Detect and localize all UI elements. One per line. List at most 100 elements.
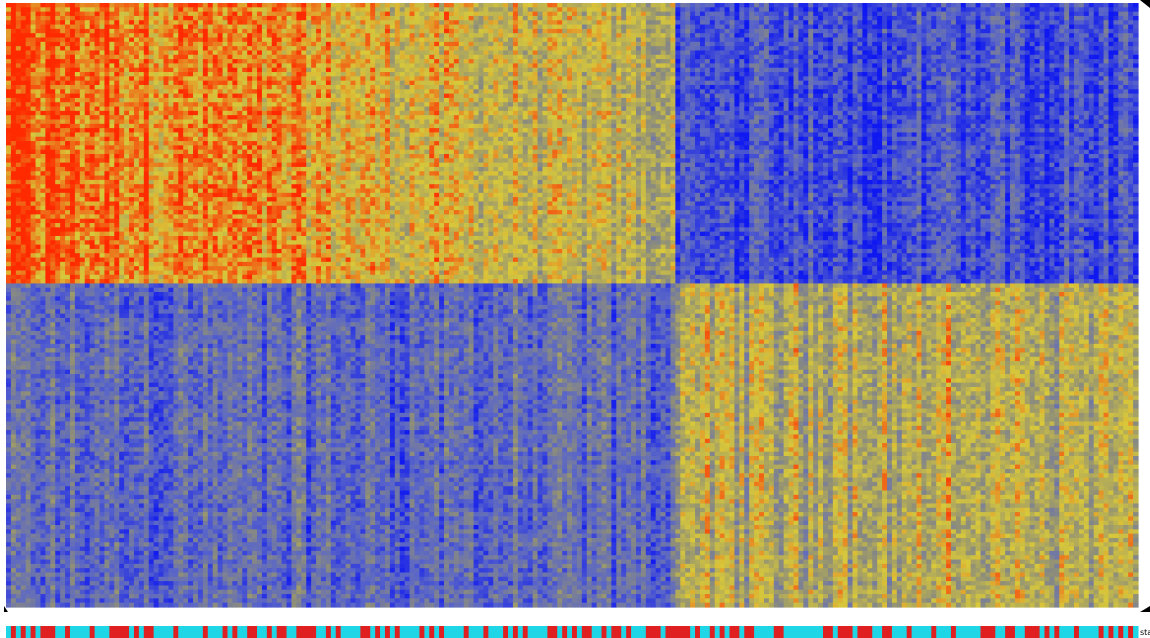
heatmap-cell xyxy=(89,93,96,99)
heatmap-cell xyxy=(827,89,834,95)
heatmap-cell xyxy=(320,76,327,82)
heatmap-cell xyxy=(754,41,760,47)
heatmap-cell xyxy=(173,72,179,77)
heatmap-cell xyxy=(778,33,785,39)
heatmap-cell xyxy=(616,24,622,30)
heatmap-cell xyxy=(882,33,888,39)
heatmap-cell xyxy=(212,3,219,8)
heatmap-cell xyxy=(576,54,583,60)
heatmap-cell xyxy=(375,33,381,39)
heatmap-cell xyxy=(1113,46,1119,52)
heatmap-cell xyxy=(74,33,81,39)
heatmap-cell xyxy=(975,50,982,56)
heatmap-cell xyxy=(768,24,775,30)
heatmap-cell xyxy=(798,46,804,52)
heatmap-cell xyxy=(261,54,268,60)
heatmap-cell xyxy=(424,46,430,52)
heatmap-cell xyxy=(25,54,32,60)
heatmap-cell xyxy=(242,50,248,56)
heatmap-cell xyxy=(783,46,790,52)
heatmap-cell xyxy=(763,33,770,39)
heatmap-cell xyxy=(414,54,421,60)
heatmap-cell xyxy=(311,54,317,60)
heatmap-cell xyxy=(30,41,37,47)
heatmap-cell xyxy=(532,63,539,69)
heatmap-cell xyxy=(714,15,721,21)
heatmap-cell xyxy=(138,46,145,52)
heatmap-cell xyxy=(104,7,110,13)
heatmap-cell xyxy=(596,37,603,43)
heatmap-cell xyxy=(197,59,204,64)
heatmap-cell xyxy=(84,33,91,39)
heatmap-cell xyxy=(542,80,548,86)
heatmap-cell xyxy=(1034,11,1041,17)
heatmap-cell xyxy=(1118,63,1124,69)
heatmap-cell xyxy=(995,84,1001,90)
heatmap-cell xyxy=(325,24,332,30)
heatmap-cell xyxy=(867,50,873,56)
heatmap-cell xyxy=(188,3,194,8)
heatmap-cell xyxy=(458,59,465,64)
heatmap-cell xyxy=(1005,59,1011,64)
heatmap-cell xyxy=(926,20,932,26)
heatmap-cell xyxy=(119,93,125,99)
heatmap-cell xyxy=(335,84,342,90)
heatmap-cell xyxy=(660,15,667,21)
heatmap-cell xyxy=(896,20,903,26)
heatmap-cell xyxy=(6,54,12,60)
heatmap-cell xyxy=(404,89,411,95)
heatmap-cell xyxy=(557,80,563,86)
heatmap-cell xyxy=(818,59,824,64)
heatmap-cell xyxy=(818,7,824,13)
heatmap-cell xyxy=(1054,54,1060,60)
heatmap-cell xyxy=(572,80,578,86)
heatmap-cell xyxy=(124,63,130,69)
heatmap-cell xyxy=(40,76,46,82)
heatmap-cell xyxy=(783,63,790,69)
heatmap-cell xyxy=(882,54,888,60)
heatmap-cell xyxy=(581,54,588,60)
heatmap-cell xyxy=(1054,72,1060,77)
heatmap-cell xyxy=(1049,46,1055,52)
heatmap-cell xyxy=(995,72,1001,77)
heatmap-cell xyxy=(261,46,268,52)
heatmap-cell xyxy=(153,72,160,77)
heatmap-cell xyxy=(1113,80,1119,86)
heatmap-cell xyxy=(985,84,991,90)
heatmap-cell xyxy=(611,41,617,47)
heatmap-cell xyxy=(473,28,480,34)
heatmap-cell xyxy=(936,33,942,39)
heatmap-cell xyxy=(193,37,199,43)
heatmap-cell xyxy=(419,72,425,77)
heatmap-cell xyxy=(10,24,17,30)
heatmap-cell xyxy=(158,80,165,86)
heatmap-cell xyxy=(350,84,357,90)
heatmap-cell xyxy=(1098,41,1105,47)
heatmap-cell xyxy=(867,54,873,60)
heatmap-cell xyxy=(360,11,366,17)
heatmap-cell xyxy=(675,72,681,77)
heatmap-cell xyxy=(640,76,647,82)
heatmap-cell xyxy=(183,3,189,8)
heatmap-cell xyxy=(842,50,849,56)
heatmap-cell xyxy=(783,59,790,64)
heatmap-cell xyxy=(857,37,863,43)
heatmap-cell xyxy=(109,11,115,17)
heatmap-cell xyxy=(813,41,819,47)
heatmap-cell xyxy=(980,7,987,13)
heatmap-cell xyxy=(901,54,908,60)
heatmap-cell xyxy=(227,84,233,90)
heatmap-cell xyxy=(1123,72,1129,77)
heatmap-cell xyxy=(527,63,534,69)
heatmap-cell xyxy=(517,46,524,52)
heatmap-cell xyxy=(148,15,155,21)
heatmap-cell xyxy=(20,7,27,13)
heatmap-cell xyxy=(1014,15,1021,21)
heatmap-cell xyxy=(404,15,411,21)
heatmap-cell xyxy=(325,7,332,13)
heatmap-cell xyxy=(74,67,81,73)
heatmap-cell xyxy=(409,50,416,56)
heatmap-cell xyxy=(1128,7,1134,13)
heatmap-cell xyxy=(1123,28,1129,34)
heatmap-cell xyxy=(606,41,612,47)
